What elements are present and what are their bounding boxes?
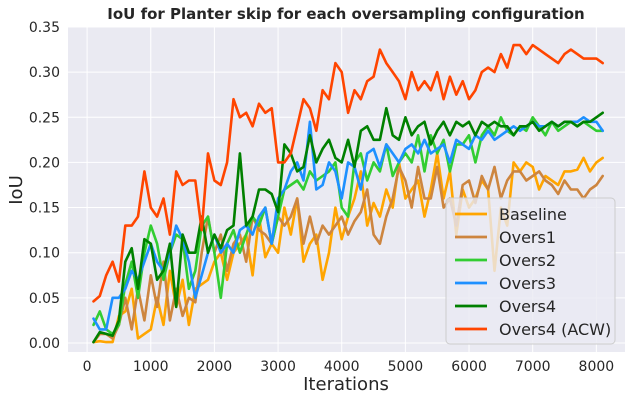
x-tick-label: 1000 (133, 359, 169, 375)
x-tick-label: 0 (83, 359, 92, 375)
y-tick-label: 0.10 (29, 246, 60, 262)
series-line-1 (92, 165, 605, 344)
tick-labels: 0 1000 2000 3000 4000 5000 6000 7000 8000 0.00 0.0… (29, 20, 614, 375)
y-tick-label: 0.35 (29, 20, 60, 36)
y-tick-label: 0.15 (29, 201, 60, 217)
y-tick-label: 0.20 (29, 155, 60, 171)
series-line-4 (92, 106, 605, 344)
y-tick-label: 0.25 (29, 110, 60, 126)
x-axis-label: Iterations (303, 374, 389, 395)
y-tick-label: 0.30 (29, 65, 60, 81)
legend: Baseline Overs1 Overs2 Overs3 Overs4 Overs4 (… (445, 197, 616, 345)
y-tick-label: 0.00 (29, 336, 60, 352)
legend-label: Baseline (499, 205, 567, 224)
chart-title: IoU for Planter skip for each oversampli… (107, 5, 584, 23)
x-tick-label: 3000 (260, 359, 296, 375)
x-tick-label: 2000 (197, 359, 233, 375)
x-tick-label: 6000 (451, 359, 487, 375)
legend-label: Overs4 (499, 297, 556, 316)
legend-box (445, 197, 616, 345)
legend-label: Overs3 (499, 274, 556, 293)
legend-label: Overs2 (499, 251, 556, 270)
x-tick-label: 5000 (388, 359, 424, 375)
x-tick-label: 7000 (515, 359, 551, 375)
legend-label: Overs1 (499, 228, 556, 247)
x-tick-label: 4000 (324, 359, 360, 375)
series-lines (92, 43, 605, 344)
legend-label: Overs4 (ACW) (499, 320, 611, 339)
x-tick-label: 8000 (579, 359, 615, 375)
y-tick-label: 0.05 (29, 291, 60, 307)
series-line-5 (92, 43, 605, 303)
y-axis-label: IoU (6, 175, 27, 205)
